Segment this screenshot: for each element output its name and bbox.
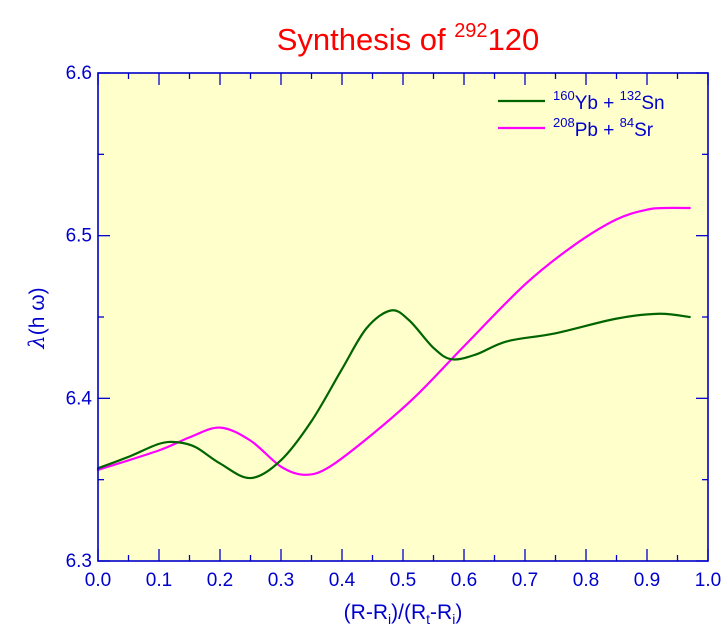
series-line-pb-sr (96, 206, 691, 476)
legend-text-part: Yb + (575, 93, 620, 114)
plot-area (98, 73, 708, 561)
x-axis-label: (R-Ri)/(Rt-Ri) (344, 601, 463, 627)
x-tick-label: 0.2 (207, 570, 233, 591)
legend-label-pb-sr: 208Pb + 84Sr (553, 115, 654, 141)
axis-ticks (97, 72, 709, 562)
series-line-yb-sn (96, 309, 691, 480)
x-tick-label: 0.4 (329, 570, 356, 591)
legend-superscript: 84 (620, 115, 634, 130)
y-tick-label: 6.6 (66, 63, 92, 84)
legend-superscript: 132 (620, 88, 642, 103)
y-axis-label: λ(h ω) (25, 287, 49, 349)
x-tick-label: 0.1 (146, 570, 172, 591)
legend-text-part: Sr (634, 120, 654, 141)
x-tick-label: 0.5 (390, 570, 416, 591)
xlabel-subscript: i (388, 611, 391, 627)
y-tick-label: 6.4 (66, 388, 93, 409)
y-tick-label: 6.5 (66, 226, 92, 247)
x-tick-label: 0.6 (451, 570, 477, 591)
title-main: Synthesis of (277, 22, 454, 57)
legend-label-yb-sn: 160Yb + 132Sn (553, 88, 665, 114)
series-group (96, 206, 691, 480)
y-tick-labels: 6.3 6.4 6.5 6.6 (66, 63, 93, 572)
xlabel-subscript: t (426, 611, 430, 627)
x-tick-labels: 0.0 0.1 0.2 0.3 0.4 0.5 0.6 0.7 0.8 0.9 1.0 (85, 570, 721, 591)
xlabel-part: (R-R (344, 601, 388, 624)
xlabel-part: -R (430, 601, 452, 624)
chart-title: Synthesis of 292120 (277, 20, 540, 57)
ylabel-rest: (h ω) (26, 287, 49, 335)
title-rest: 120 (488, 22, 540, 57)
legend-superscript: 208 (553, 115, 575, 130)
xlabel-part: )/(R (391, 601, 426, 624)
xlabel-subscript: i (452, 611, 455, 627)
x-tick-label: 0.9 (634, 570, 660, 591)
y-tick-label: 6.3 (66, 551, 92, 572)
x-tick-label: 0.3 (268, 570, 294, 591)
plot-frame (97, 72, 709, 562)
x-tick-label: 1.0 (695, 570, 721, 591)
title-superscript: 292 (454, 20, 487, 42)
legend-superscript: 160 (553, 88, 575, 103)
x-tick-label: 0.0 (85, 570, 111, 591)
x-tick-label: 0.8 (573, 570, 599, 591)
legend-text-part: Sn (641, 93, 664, 114)
ylabel-symbol: λ (25, 335, 49, 349)
legend-text-part: Pb + (575, 120, 620, 141)
xlabel-part: ) (455, 601, 462, 624)
x-tick-label: 0.7 (512, 570, 538, 591)
legend: 160Yb + 132Sn 208Pb + 84Sr (498, 88, 665, 141)
